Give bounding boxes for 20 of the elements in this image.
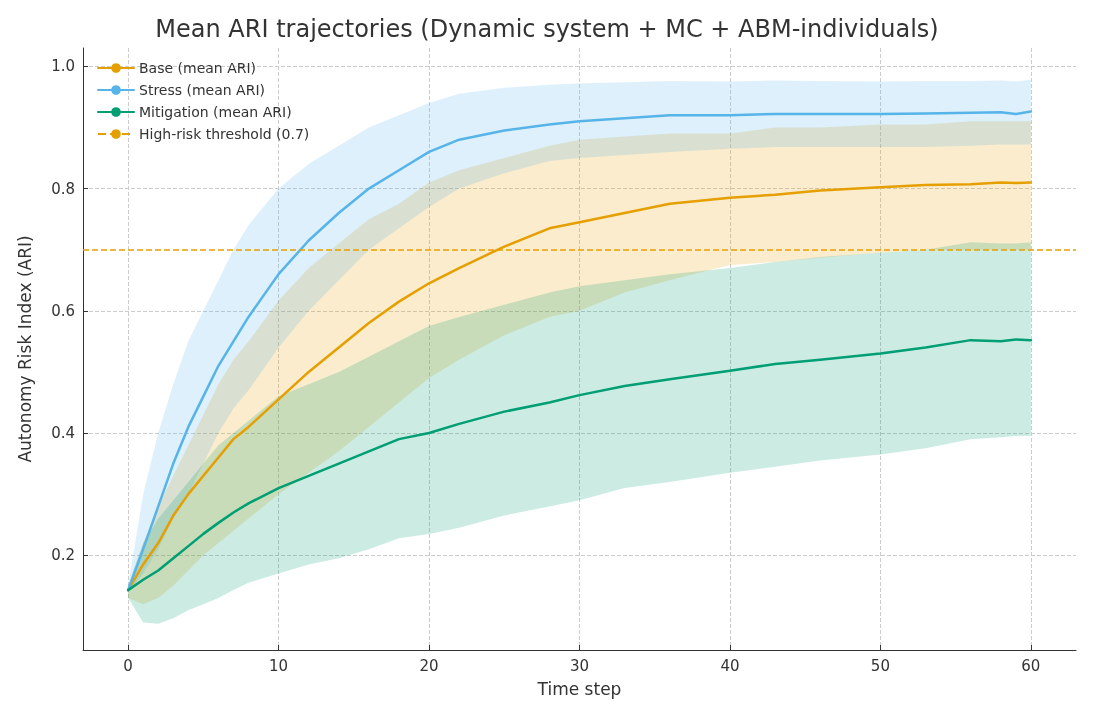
x-tick-label: 30 <box>569 656 590 675</box>
y-tick-label: 1.0 <box>51 57 75 76</box>
x-axis-title: Time step <box>536 678 622 699</box>
x-tick-label: 10 <box>269 656 289 675</box>
legend-label: Stress (mean ARI) <box>139 82 265 98</box>
legend-label: Mitigation (mean ARI) <box>139 104 292 120</box>
legend-label: Base (mean ARI) <box>139 60 257 76</box>
chart-title: Mean ARI trajectories (Dynamic system + MC + ABM-individuals) <box>155 15 939 43</box>
y-tick-label: 0.4 <box>51 424 75 443</box>
y-tick-label: 0.8 <box>51 179 75 198</box>
x-tick-label: 60 <box>1021 656 1041 675</box>
x-tick-label: 20 <box>419 656 439 675</box>
legend-label: High-risk threshold (0.7) <box>139 126 310 142</box>
y-axis-title: Autonomy Risk Index (ARI) <box>14 235 35 463</box>
x-tick-label: 50 <box>870 656 890 675</box>
line-series <box>126 338 1033 592</box>
y-tick-label: 0.6 <box>51 301 75 320</box>
y-tick-label: 0.2 <box>51 546 75 565</box>
x-tick-label: 40 <box>720 656 740 675</box>
x-tick-label: 0 <box>123 656 133 675</box>
